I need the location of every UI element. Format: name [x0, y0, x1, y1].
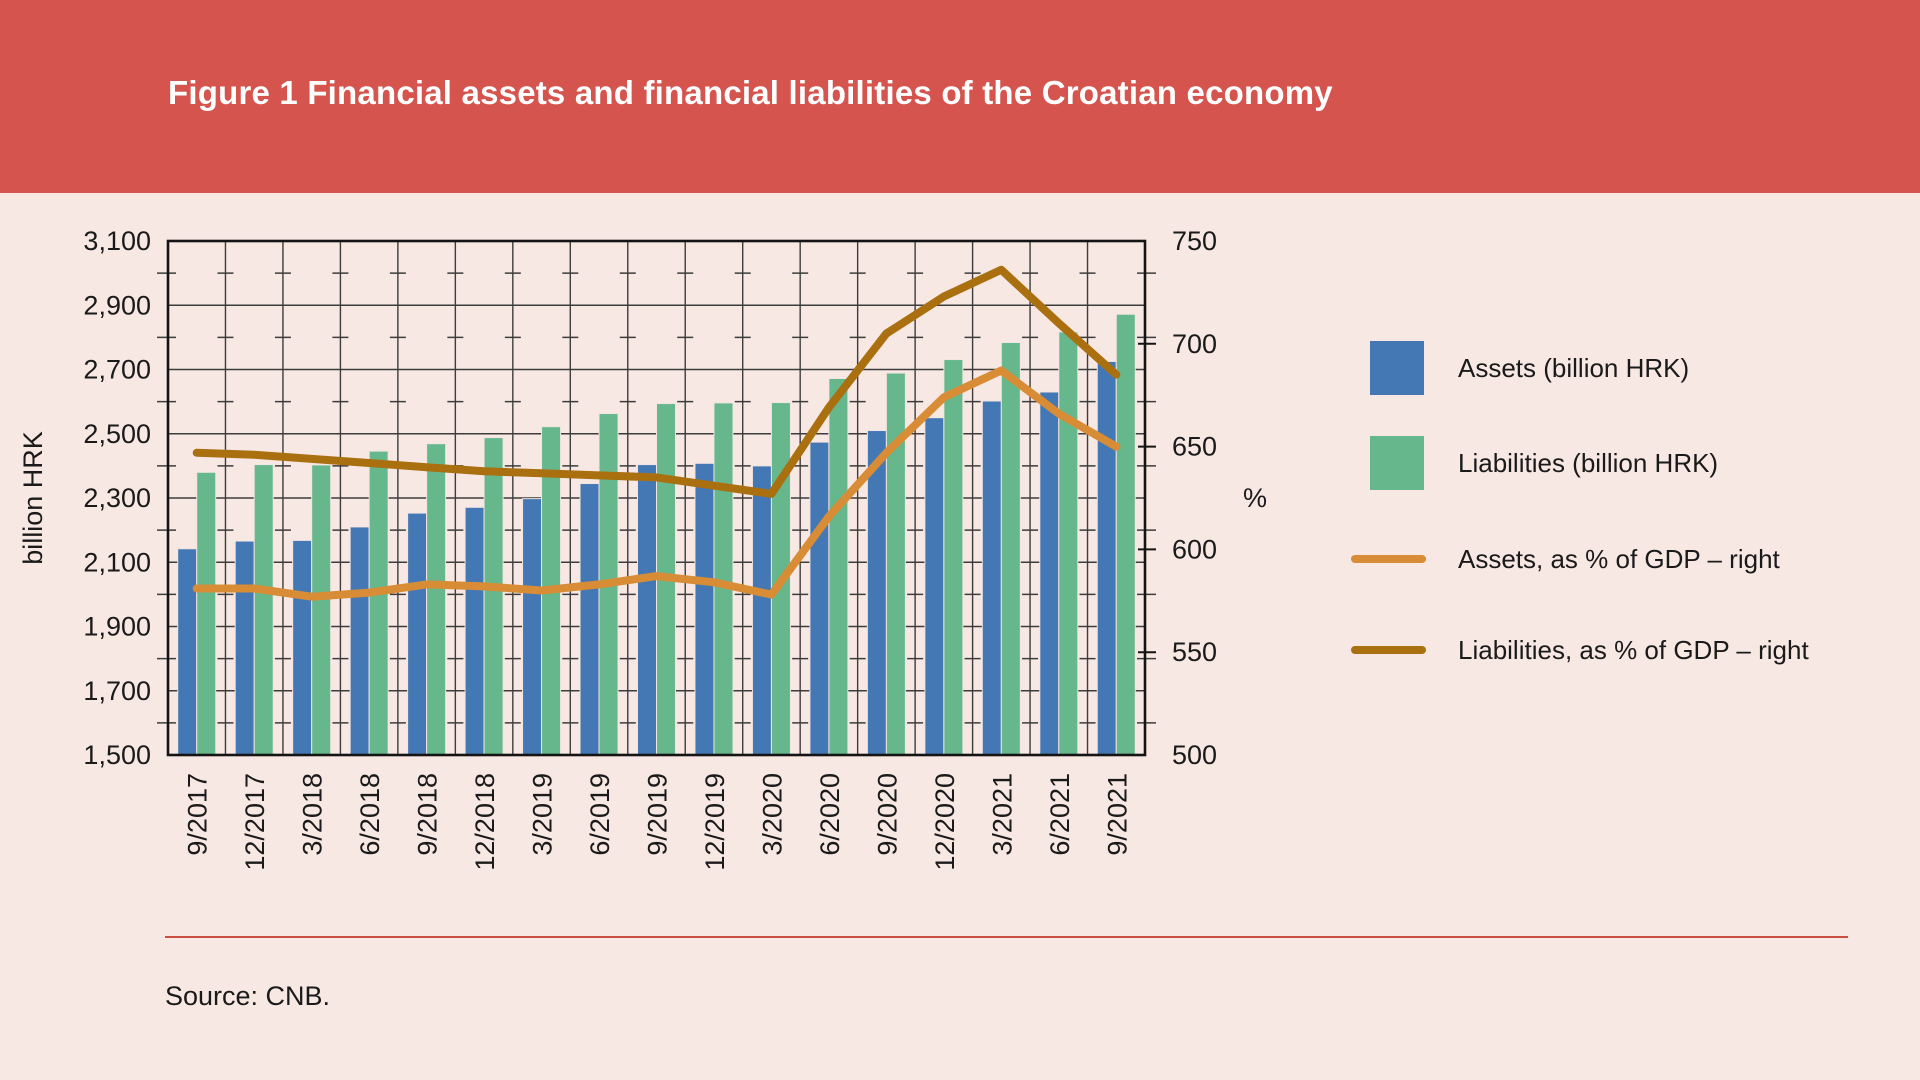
- liabilities-bar: [368, 450, 389, 756]
- assets-bar: [981, 400, 1002, 756]
- assets-bar: [637, 464, 657, 756]
- assets-bar-swatch: [1370, 341, 1424, 395]
- liabilities-pct-line: [192, 265, 1121, 498]
- assets-bar: [464, 506, 485, 756]
- left-axis-tick-label: 1,700: [83, 676, 151, 706]
- liabilities-bar: [1000, 342, 1021, 756]
- liabilities-bar: [311, 464, 332, 756]
- assets-bar: [234, 540, 255, 756]
- plot-border: [166, 239, 1147, 757]
- legend-label: Liabilities, as % of GDP – right: [1458, 635, 1809, 665]
- liabilities-bar: [828, 377, 849, 756]
- assets-pct-line: [192, 366, 1121, 601]
- liabilities-bar: [1115, 313, 1136, 756]
- assets-bar: [694, 462, 715, 756]
- legend-item-assets-line: Assets, as % of GDP – right: [1351, 532, 1911, 586]
- x-axis-tick-label: 6/2020: [815, 773, 845, 856]
- assets-bar: [1039, 391, 1060, 756]
- left-axis-tick-label: 1,500: [83, 740, 151, 770]
- right-axis-tick-label: 500: [1172, 740, 1217, 770]
- assets-bar: [1096, 360, 1117, 756]
- assets-bar: [751, 465, 772, 756]
- assets-bar: [407, 512, 428, 756]
- right-axis-tick-label: 650: [1172, 432, 1217, 462]
- left-axis-title: billion HRK: [18, 431, 48, 565]
- right-axis-tick-label: 550: [1172, 637, 1217, 667]
- liabilities-bar: [885, 372, 906, 756]
- left-axis-tick-label: 2,100: [83, 547, 151, 577]
- left-axis-tick-label: 2,500: [83, 419, 151, 449]
- liabilities-bar: [483, 437, 504, 756]
- x-axis-tick-label: 9/2018: [413, 773, 443, 856]
- assets-bar: [866, 430, 887, 756]
- left-axis-tick-label: 2,900: [83, 290, 151, 320]
- left-axis-tick-label: 1,900: [83, 612, 151, 642]
- x-axis-tick-label: 9/2017: [183, 773, 213, 856]
- liabilities-bar: [943, 359, 964, 756]
- x-axis-tick-label: 12/2017: [240, 773, 270, 871]
- assets-bar: [177, 548, 198, 756]
- legend-label: Liabilities (billion HRK): [1458, 448, 1719, 478]
- x-axis-tick-label: 6/2019: [585, 773, 615, 856]
- legend-label: Assets (billion HRK): [1458, 353, 1690, 383]
- liabilities-bar: [196, 471, 217, 756]
- legend-label: Assets, as % of GDP – right: [1458, 544, 1780, 574]
- left-axis-tick-label: 2,700: [83, 355, 151, 385]
- x-axis-tick-label: 9/2021: [1102, 773, 1132, 856]
- left-axis-tick-label: 3,100: [83, 226, 151, 256]
- x-axis-tick-label: 9/2020: [872, 773, 902, 856]
- assets-bar: [579, 483, 600, 756]
- x-axis-tick-label: 3/2021: [987, 773, 1017, 856]
- figure-title: Figure 1 Financial assets and financial …: [168, 74, 1333, 111]
- x-axis-tick-label: 6/2018: [355, 773, 385, 856]
- right-axis-tick-label: 700: [1172, 329, 1217, 359]
- x-axis-tick-label: 3/2020: [757, 773, 787, 856]
- assets-line-swatch: [1351, 555, 1426, 563]
- right-axis-tick-label: 750: [1172, 226, 1217, 256]
- assets-bar: [522, 498, 543, 756]
- left-axis-tick-label: 2,300: [83, 483, 151, 513]
- legend-item-liabilities-bar: Liabilities (billion HRK): [1351, 436, 1911, 490]
- assets-bar: [809, 441, 830, 756]
- liabilities-bar-swatch: [1370, 436, 1424, 490]
- x-axis-tick-label: 12/2018: [470, 773, 500, 871]
- right-axis-title: %: [1243, 483, 1267, 513]
- source-note: Source: CNB.: [165, 981, 331, 1011]
- chart-legend: Assets (billion HRK) Liabilities (billio…: [1351, 0, 1920, 1080]
- figure-banner: Figure 1 Financial assets and financial …: [0, 0, 1920, 193]
- assets-bar: [924, 417, 945, 756]
- legend-item-liabilities-line: Liabilities, as % of GDP – right: [1351, 623, 1911, 677]
- liabilities-bar: [1058, 331, 1079, 756]
- x-axis-tick-label: 3/2019: [528, 773, 558, 856]
- x-axis-tick-label: 3/2018: [298, 773, 328, 856]
- legend-item-assets-bar: Assets (billion HRK): [1351, 341, 1911, 395]
- x-axis-tick-label: 6/2021: [1045, 773, 1075, 856]
- x-axis-tick-label: 9/2019: [643, 773, 673, 856]
- liabilities-bar: [426, 443, 447, 756]
- assets-bar: [349, 526, 370, 756]
- source-divider-rule: [165, 936, 1848, 938]
- right-axis-tick-label: 600: [1172, 534, 1217, 564]
- liabilities-line-swatch: [1351, 646, 1426, 654]
- liabilities-bar: [253, 464, 274, 756]
- x-axis-tick-label: 12/2019: [700, 773, 730, 871]
- x-axis-tick-label: 12/2020: [930, 773, 960, 871]
- assets-bar: [292, 539, 313, 756]
